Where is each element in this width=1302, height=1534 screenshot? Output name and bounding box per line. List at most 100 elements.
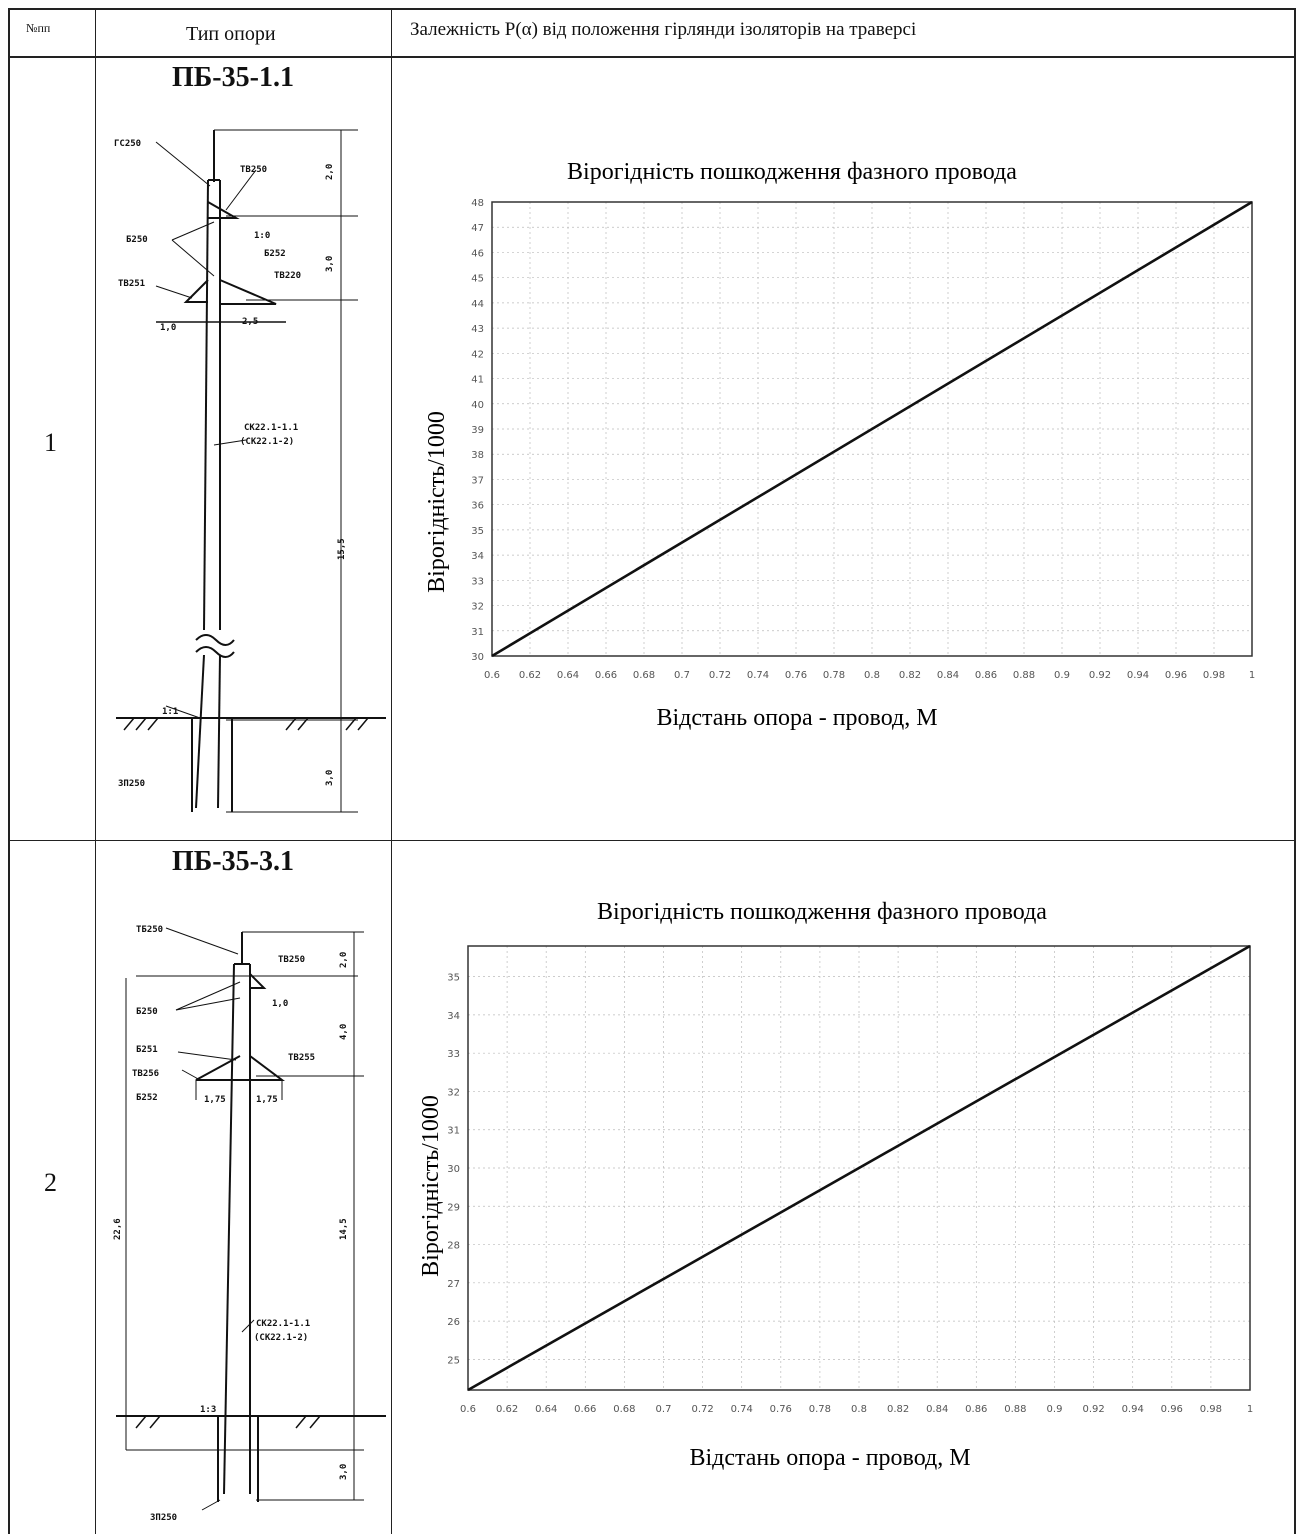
chart-2-y-tick-label: 35	[447, 973, 460, 984]
chart-1-x-tick-label: 0.66	[595, 670, 617, 681]
pole1-dim-a: 1:0	[254, 231, 270, 241]
chart-2-x-tick-label: 1	[1247, 1404, 1253, 1415]
chart-2: Вірогідність пошкодження фазного провода…	[418, 899, 1253, 1471]
pole1-label-sk-a: СК22.1-1.1	[244, 423, 298, 433]
pole2-label-tv256: ТВ256	[132, 1069, 159, 1079]
chart-1-y-tick-label: 32	[471, 602, 484, 613]
chart-1-y-tick-label: 43	[471, 324, 484, 335]
pole2-label-zp250: ЗП250	[150, 1513, 177, 1523]
chart-2-x-tick-label: 0.9	[1047, 1404, 1063, 1415]
chart-1-y-tick-label: 45	[471, 274, 484, 285]
pole2-label-b252: Б252	[136, 1093, 158, 1103]
pole2-dim-total: 22,6	[113, 1218, 123, 1240]
chart-2-x-tick-label: 0.8	[851, 1404, 867, 1415]
chart-2-x-tick-label: 0.94	[1122, 1404, 1144, 1415]
table-border-right	[1294, 8, 1296, 1534]
pole2-dim-left: 1,75	[204, 1095, 226, 1105]
chart-2-x-tick-label: 0.82	[887, 1404, 909, 1415]
pole2-label-b251: Б251	[136, 1045, 158, 1055]
chart-1-x-tick-label: 0.74	[747, 670, 769, 681]
chart-2-ylabel: Вірогідність/1000	[418, 1095, 444, 1277]
chart-1-y-tick-label: 33	[471, 576, 484, 587]
chart-2-y-ticks: 25 26 27 28 29 30 31 32 33 34 35	[447, 973, 460, 1367]
chart-2-y-tick-label: 33	[447, 1049, 460, 1060]
pole1-label-b250: Б250	[126, 235, 148, 245]
chart-1-x-tick-label: 0.94	[1127, 670, 1149, 681]
chart-2-xlabel: Відстань опора - провод, М	[689, 1445, 970, 1471]
chart-2-y-tick-label: 31	[447, 1126, 460, 1137]
pole2-dim-a: 1,0	[272, 999, 288, 1009]
chart-2-y-tick-label: 26	[447, 1317, 460, 1328]
column-divider-1	[95, 8, 96, 1534]
chart-1-x-tick-label: 0.96	[1165, 670, 1187, 681]
pole2-dim-mid: 4,0	[339, 1024, 349, 1040]
chart-2-title: Вірогідність пошкодження фазного провода	[597, 899, 1047, 925]
chart-1-x-tick-label: 0.7	[674, 670, 690, 681]
chart-2-x-tick-label: 0.68	[613, 1404, 635, 1415]
pole2-label-tv255: ТВ255	[288, 1053, 315, 1063]
pole1-dim-left: 1,0	[160, 323, 176, 333]
chart-1-y-tick-label: 38	[471, 450, 484, 461]
pole1-label-b252: Б252	[264, 249, 286, 259]
row-1-num: 1	[44, 428, 57, 457]
chart-1-y-ticks: 30 31 32 33 34 35 36 37 38 39 40 41 42 43 44 45 46 47 48	[471, 198, 484, 663]
chart-1-x-tick-label: 0.8	[864, 670, 880, 681]
chart-1-x-tick-label: 0.92	[1089, 670, 1111, 681]
chart-2-x-tick-label: 0.86	[965, 1404, 987, 1415]
chart-1-x-tick-label: 0.78	[823, 670, 845, 681]
pole1-dim-foundation: 3,0	[325, 770, 335, 786]
chart-2-x-tick-label: 0.66	[574, 1404, 596, 1415]
chart-2-y-tick-label: 28	[447, 1241, 460, 1252]
chart-1-x-tick-label: 0.98	[1203, 670, 1225, 681]
header-num: №пп	[26, 21, 51, 35]
chart-1-y-tick-label: 41	[471, 375, 484, 386]
row-1-pole-type: ПБ-35-1.1	[172, 62, 294, 93]
chart-1-x-tick-label: 1	[1249, 670, 1255, 681]
pole1-label-tv250: ТВ250	[240, 165, 267, 175]
chart-1-y-tick-label: 36	[471, 501, 484, 512]
chart-2-plot-area	[467, 945, 1251, 1391]
chart-2-series-line	[467, 944, 1251, 1392]
chart-1-xlabel: Відстань опора - провод, М	[656, 705, 937, 731]
chart-2-x-tick-label: 0.92	[1082, 1404, 1104, 1415]
pole2-dim-foundation: 3,0	[339, 1464, 349, 1480]
chart-1-x-tick-label: 0.72	[709, 670, 731, 681]
chart-1-x-tick-label: 0.88	[1013, 670, 1035, 681]
chart-2-x-tick-label: 0.7	[656, 1404, 672, 1415]
chart-1-title: Вірогідність пошкодження фазного провода	[567, 159, 1017, 185]
row-divider	[8, 840, 1296, 841]
chart-1-x-tick-label: 0.62	[519, 670, 541, 681]
chart-1-x-tick-label: 0.6	[484, 670, 500, 681]
pole1-dim-shaft: 15,5	[337, 538, 347, 560]
pole2-label-tb250: ТБ250	[136, 925, 163, 935]
header-dependency: Залежність P(α) від положення гірлянди і…	[410, 19, 917, 40]
chart-1-y-tick-label: 40	[471, 400, 484, 411]
chart-2-x-tick-label: 0.84	[926, 1404, 948, 1415]
chart-2-y-tick-label: 29	[447, 1202, 460, 1213]
pole2-dim-top: 2,0	[339, 952, 349, 968]
chart-1-plot-area	[491, 201, 1253, 657]
chart-1-y-tick-label: 48	[471, 198, 484, 209]
pole1-dim-slope: 1:1	[162, 707, 178, 717]
chart-2-x-tick-label: 0.98	[1200, 1404, 1222, 1415]
pole1-label-tv251: ТВ251	[118, 279, 145, 289]
pole2-label-sk-a: СК22.1-1.1	[256, 1319, 310, 1329]
chart-2-x-tick-label: 0.76	[770, 1404, 792, 1415]
table-border-top	[8, 8, 1296, 10]
chart-1-y-tick-label: 34	[471, 551, 484, 562]
row-1-pole-drawing: ГС250 ТВ250 Б250 Б252 ТВ251 ТВ220 СК22.1…	[114, 129, 386, 813]
chart-1-y-tick-label: 44	[471, 299, 484, 310]
chart-1-x-tick-label: 0.68	[633, 670, 655, 681]
pole1-dim-mid: 3,0	[325, 256, 335, 272]
chart-1-y-tick-label: 30	[471, 652, 484, 663]
chart-1: Вірогідність пошкодження фазного провода…	[424, 159, 1255, 731]
chart-2-x-ticks: 0.6 0.62 0.64 0.66 0.68 0.7 0.72 0.74 0.76 0.78 0.…	[460, 1404, 1253, 1415]
pole2-dim-right: 1,75	[256, 1095, 278, 1105]
header-type: Тип опори	[186, 23, 276, 45]
chart-1-series	[491, 200, 1253, 658]
header-divider	[8, 56, 1296, 58]
pole1-dim-top: 2,0	[325, 164, 335, 180]
chart-1-x-tick-label: 0.76	[785, 670, 807, 681]
chart-2-x-tick-label: 0.96	[1161, 1404, 1183, 1415]
chart-1-x-tick-label: 0.64	[557, 670, 579, 681]
